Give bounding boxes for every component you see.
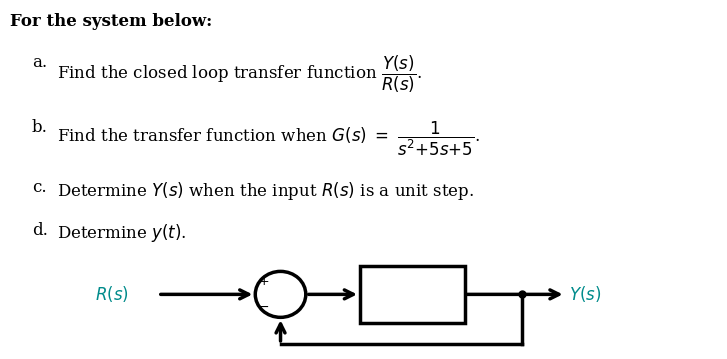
Text: $Y(s)$: $Y(s)$ <box>569 284 601 304</box>
Text: d.: d. <box>32 222 47 239</box>
Text: $G(s)$: $G(s)$ <box>395 284 430 304</box>
FancyBboxPatch shape <box>360 266 465 323</box>
Text: For the system below:: For the system below: <box>10 13 212 31</box>
Text: +: + <box>259 275 270 288</box>
Text: b.: b. <box>32 120 47 136</box>
Text: c.: c. <box>32 180 47 196</box>
Text: $R(s)$: $R(s)$ <box>95 284 129 304</box>
Text: Find the transfer function when $G(s)\ =\ \dfrac{1}{s^2{+}5s{+}5}$.: Find the transfer function when $G(s)\ =… <box>57 120 480 158</box>
Text: a.: a. <box>32 54 47 71</box>
Text: Determine $y(t)$.: Determine $y(t)$. <box>57 222 187 244</box>
Text: Determine $Y(s)$ when the input $R(s)$ is a unit step.: Determine $Y(s)$ when the input $R(s)$ i… <box>57 180 474 201</box>
Text: −: − <box>259 301 270 314</box>
Text: Find the closed loop transfer function $\dfrac{Y(s)}{R(s)}$.: Find the closed loop transfer function $… <box>57 54 422 95</box>
